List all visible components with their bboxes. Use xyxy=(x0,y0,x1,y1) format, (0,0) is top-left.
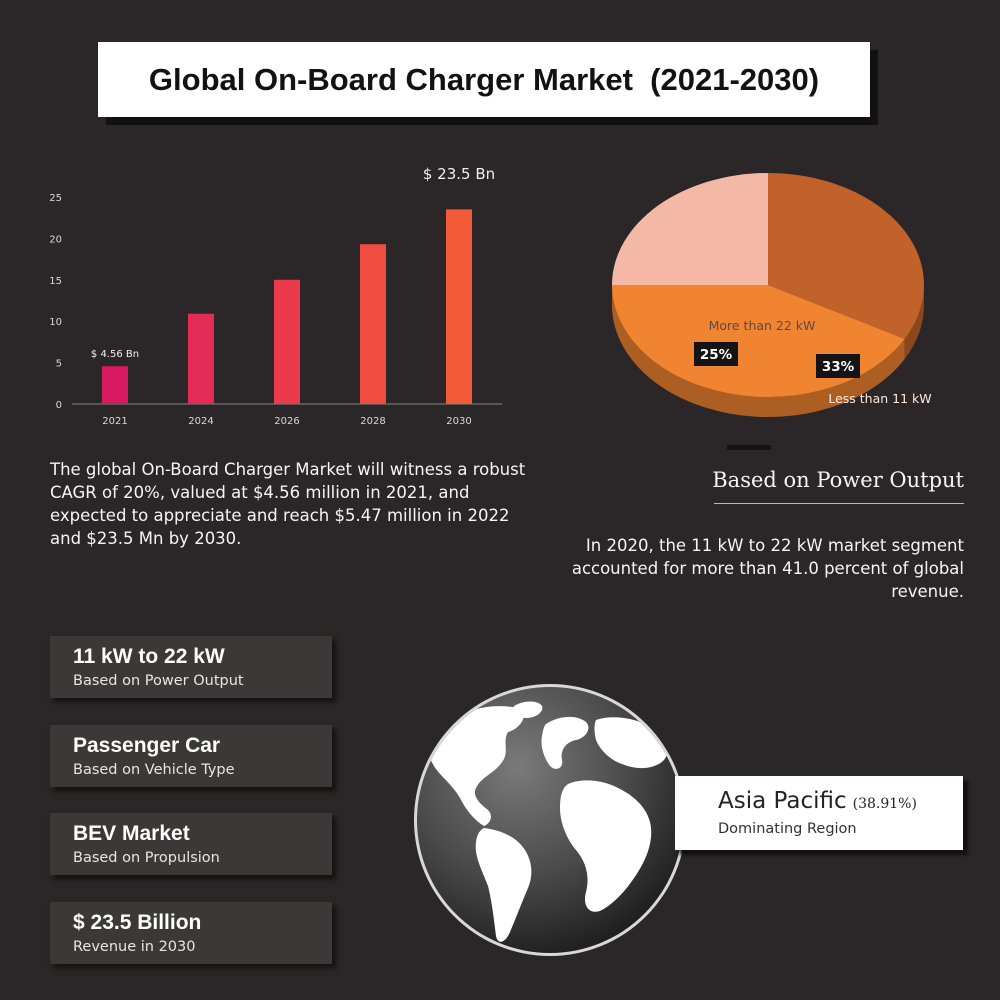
x-tick-label: 2028 xyxy=(360,416,385,427)
bar-chart: 0 5 10 15 20 25 2021 $ 4.56 Bn 2024 2026 2028 2030 $… xyxy=(49,165,502,427)
bar-2021 xyxy=(102,366,128,404)
x-tick-label: 2024 xyxy=(188,416,213,427)
region-name: Asia Pacific xyxy=(718,788,847,814)
y-tick-label: 5 xyxy=(56,359,62,370)
region-label: Dominating Region xyxy=(718,821,857,837)
title-banner: Global On-Board Charger Market (2021-203… xyxy=(98,42,870,117)
x-tick-label: 2026 xyxy=(274,416,299,427)
stat-label: Based on Power Output xyxy=(73,673,244,689)
stat-card-revenue: $ 23.5 Billion Revenue in 2030 xyxy=(50,902,332,964)
pie-slice-label: More than 22 kW xyxy=(709,318,816,333)
x-tick-label: 2021 xyxy=(102,416,127,427)
y-tick-label: 10 xyxy=(49,317,62,328)
y-tick-label: 25 xyxy=(49,193,62,204)
pie-slice-1 xyxy=(768,173,924,339)
stat-value: BEV Market xyxy=(73,822,190,845)
pie-percent-badge xyxy=(694,342,738,366)
bar-2028 xyxy=(360,244,386,404)
page-title: Global On-Board Charger Market (2021-203… xyxy=(148,61,820,97)
x-tick-label: 2030 xyxy=(446,416,471,427)
pie-side-2 xyxy=(612,285,905,417)
pie-slice-3 xyxy=(612,173,768,285)
y-tick-label: 15 xyxy=(49,276,62,287)
bar-data-label: $ 4.56 Bn xyxy=(91,349,139,360)
stat-value: 11 kW to 22 kW xyxy=(73,645,225,668)
region-share: (38.91%) xyxy=(852,796,917,812)
stat-card-power-output: 11 kW to 22 kW Based on Power Output xyxy=(50,636,332,698)
bar-2024 xyxy=(188,313,214,404)
stat-label: Based on Vehicle Type xyxy=(73,762,235,778)
region-name-line: Asia Pacific (38.91%) xyxy=(718,788,917,814)
globe-icon xyxy=(414,684,686,956)
stat-label: Revenue in 2030 xyxy=(73,939,196,955)
market-summary-text: The global On-Board Charger Market will … xyxy=(50,460,526,549)
bar-data-label: $ 23.5 Bn xyxy=(423,165,495,183)
pie-slice-label: Less than 11 kW xyxy=(828,391,931,406)
stat-value: $ 23.5 Billion xyxy=(73,911,202,934)
stat-card-propulsion: BEV Market Based on Propulsion xyxy=(50,813,332,875)
pie-chart-title: Based on Power Output xyxy=(712,468,964,492)
stat-label: Based on Propulsion xyxy=(73,850,220,866)
stat-value: Passenger Car xyxy=(73,734,221,757)
y-tick-label: 20 xyxy=(49,234,62,245)
pie-percent-label: 33% xyxy=(822,359,855,375)
pie-title-divider xyxy=(714,503,964,504)
bar-2026 xyxy=(274,279,300,404)
pie-percent-badge xyxy=(816,354,860,378)
y-tick-label: 0 xyxy=(56,400,62,411)
bar-2030 xyxy=(446,209,472,404)
stat-card-vehicle-type: Passenger Car Based on Vehicle Type xyxy=(50,725,332,787)
pie-side-1 xyxy=(904,285,924,359)
pie-percent-badge xyxy=(727,445,771,450)
pie-percent-label: 25% xyxy=(700,347,733,363)
dominating-region-card: Asia Pacific (38.91%) Dominating Region xyxy=(675,776,963,850)
segment-summary-text: In 2020, the 11 kW to 22 kW market segme… xyxy=(571,536,964,602)
